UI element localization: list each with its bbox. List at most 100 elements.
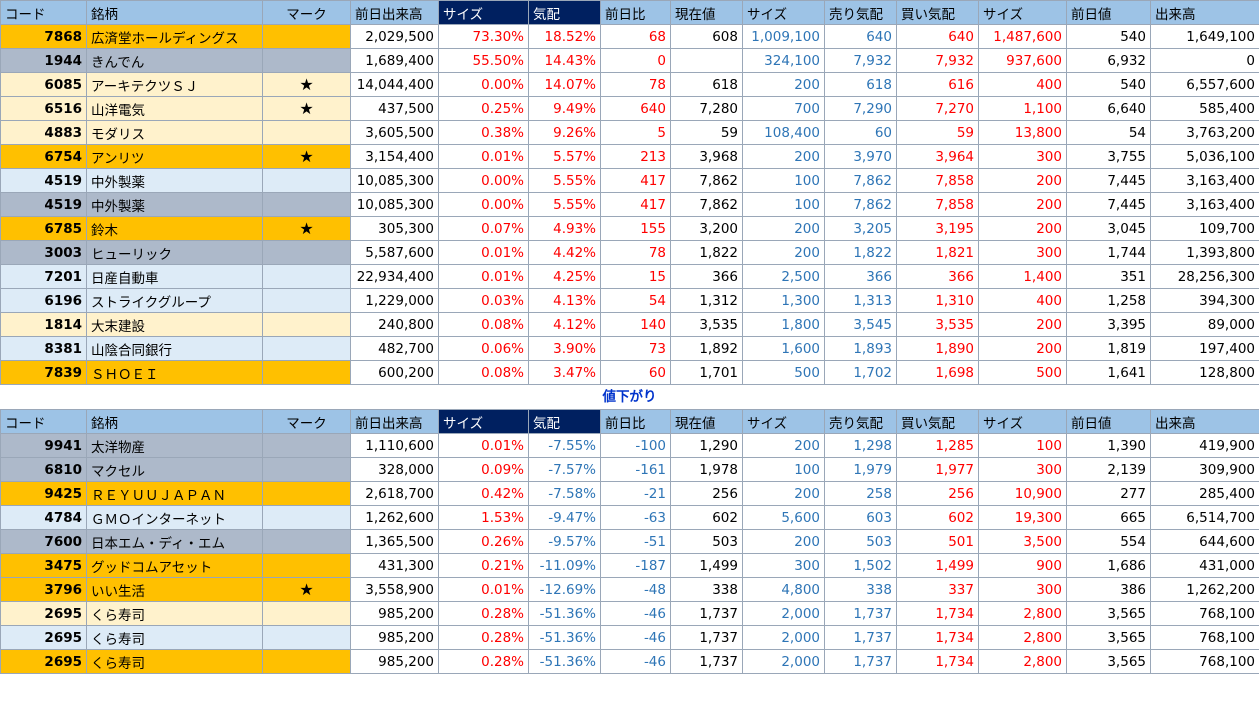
name-cell: ストライクグループ [86, 288, 263, 313]
prev-volume-cell: 437,500 [350, 96, 439, 121]
quote-pct-cell: -12.69% [528, 577, 601, 602]
name-cell: くら寿司 [86, 649, 263, 674]
prev-price-cell: 1,819 [1066, 336, 1151, 361]
name-cell: アンリツ [86, 144, 263, 169]
volume-cell: 309,900 [1150, 457, 1259, 482]
ask-cell: 1,737 [824, 649, 897, 674]
bid-size-cell: 300 [978, 240, 1067, 265]
table-row: 3003 ヒューリック 5,587,600 0.01% 4.42% 78 1,822 200 1… [0, 240, 1259, 265]
size-pct-cell: 0.01% [438, 577, 529, 602]
column-header: 気配 [528, 409, 601, 434]
header-row: コード 銘柄 マーク 前日出来高 サイズ 気配 前日比 現在値 サイズ 売り気配 買い気配 サイズ 前日… [0, 0, 1259, 25]
ask-size-cell: 200 [742, 144, 825, 169]
ask-cell: 603 [824, 505, 897, 530]
price-cell: 1,822 [670, 240, 743, 265]
size-pct-cell: 0.38% [438, 120, 529, 145]
bid-cell: 640 [896, 24, 979, 49]
change-cell: -21 [600, 481, 671, 506]
ask-size-cell: 200 [742, 240, 825, 265]
ask-cell: 7,290 [824, 96, 897, 121]
code-cell: 6516 [0, 96, 87, 121]
mark-cell [262, 120, 351, 145]
ask-cell: 60 [824, 120, 897, 145]
change-cell: 140 [600, 312, 671, 337]
column-header: マーク [262, 409, 351, 434]
quote-pct-cell: -7.57% [528, 457, 601, 482]
prev-price-cell: 1,686 [1066, 553, 1151, 578]
change-cell: 68 [600, 24, 671, 49]
bid-size-cell: 1,487,600 [978, 24, 1067, 49]
prev-price-cell: 1,390 [1066, 433, 1151, 458]
column-header: 銘柄 [86, 409, 263, 434]
mark-cell [262, 505, 351, 530]
column-header: 銘柄 [86, 0, 263, 25]
change-cell: 78 [600, 72, 671, 97]
code-cell: 6754 [0, 144, 87, 169]
ask-cell: 7,932 [824, 48, 897, 73]
column-header: 前日出来高 [350, 0, 439, 25]
price-cell: 256 [670, 481, 743, 506]
mark-cell [262, 312, 351, 337]
bid-size-cell: 300 [978, 577, 1067, 602]
change-cell: -48 [600, 577, 671, 602]
name-cell: 中外製薬 [86, 192, 263, 217]
size-pct-cell: 0.26% [438, 529, 529, 554]
table-row: 8381 山陰合同銀行 482,700 0.06% 3.90% 73 1,892 1,600 1… [0, 336, 1259, 361]
name-cell: 太洋物産 [86, 433, 263, 458]
bid-size-cell: 400 [978, 288, 1067, 313]
column-header: コード [0, 409, 87, 434]
volume-cell: 3,163,400 [1150, 168, 1259, 193]
size-pct-cell: 0.00% [438, 168, 529, 193]
prev-volume-cell: 1,229,000 [350, 288, 439, 313]
prev-price-cell: 1,258 [1066, 288, 1151, 313]
change-cell: 73 [600, 336, 671, 361]
ask-size-cell: 200 [742, 216, 825, 241]
table-row: 9941 太洋物産 1,110,600 0.01% -7.55% -100 1,290 200… [0, 433, 1259, 458]
price-cell: 59 [670, 120, 743, 145]
prev-volume-cell: 10,085,300 [350, 192, 439, 217]
column-header: 前日出来高 [350, 409, 439, 434]
quote-pct-cell: 14.43% [528, 48, 601, 73]
prev-volume-cell: 5,587,600 [350, 240, 439, 265]
volume-cell: 6,514,700 [1150, 505, 1259, 530]
name-cell: 鈴木 [86, 216, 263, 241]
prev-volume-cell: 305,300 [350, 216, 439, 241]
prev-volume-cell: 431,300 [350, 553, 439, 578]
prev-price-cell: 540 [1066, 24, 1151, 49]
bid-cell: 3,964 [896, 144, 979, 169]
ask-cell: 1,893 [824, 336, 897, 361]
size-pct-cell: 0.00% [438, 192, 529, 217]
mark-cell [262, 457, 351, 482]
volume-cell: 5,036,100 [1150, 144, 1259, 169]
table-row: 7201 日産自動車 22,934,400 0.01% 4.25% 15 366 2,500 3… [0, 264, 1259, 289]
mark-cell: ★ [262, 216, 351, 241]
column-header: 出来高 [1150, 409, 1259, 434]
mark-cell [262, 649, 351, 674]
prev-price-cell: 277 [1066, 481, 1151, 506]
price-cell: 1,737 [670, 601, 743, 626]
ask-cell: 640 [824, 24, 897, 49]
name-cell: きんでん [86, 48, 263, 73]
price-cell: 3,200 [670, 216, 743, 241]
bid-cell: 1,285 [896, 433, 979, 458]
table-row: 4519 中外製薬 10,085,300 0.00% 5.55% 417 7,862 100 7… [0, 168, 1259, 193]
volume-cell: 1,649,100 [1150, 24, 1259, 49]
code-cell: 3475 [0, 553, 87, 578]
prev-volume-cell: 240,800 [350, 312, 439, 337]
bid-size-cell: 2,800 [978, 601, 1067, 626]
change-cell: -100 [600, 433, 671, 458]
column-header: サイズ [742, 409, 825, 434]
mark-cell [262, 192, 351, 217]
size-pct-cell: 0.01% [438, 433, 529, 458]
bid-cell: 7,932 [896, 48, 979, 73]
name-cell: ＧＭＯインターネット [86, 505, 263, 530]
prev-price-cell: 665 [1066, 505, 1151, 530]
bid-size-cell: 200 [978, 192, 1067, 217]
table-row: 4519 中外製薬 10,085,300 0.00% 5.55% 417 7,862 100 7… [0, 192, 1259, 217]
code-cell: 7600 [0, 529, 87, 554]
volume-cell: 768,100 [1150, 601, 1259, 626]
column-header: サイズ [438, 0, 529, 25]
name-cell: 日本エム・ディ・エム [86, 529, 263, 554]
mark-cell: ★ [262, 144, 351, 169]
ask-cell: 1,737 [824, 625, 897, 650]
